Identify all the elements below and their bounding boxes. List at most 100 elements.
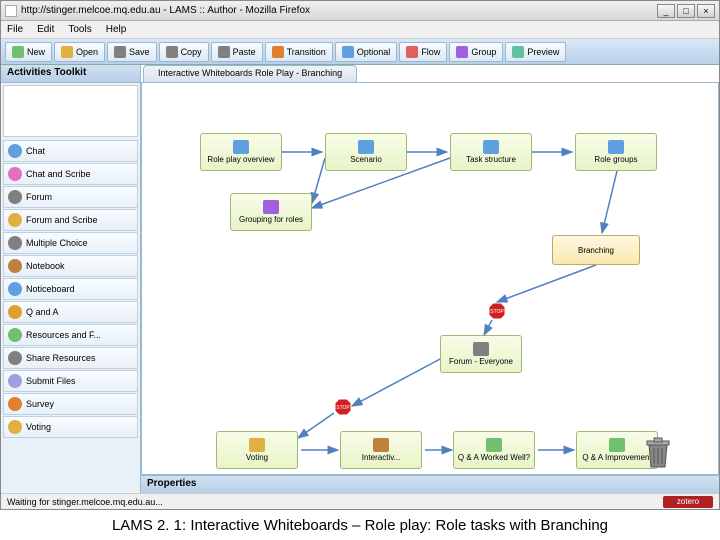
transition-button[interactable]: Transition <box>265 42 333 62</box>
sidebar-item-label: Q and A <box>26 307 59 317</box>
sidebar-item-6[interactable]: Noticeboard <box>3 278 138 300</box>
sidebar-item-7[interactable]: Q and A <box>3 301 138 323</box>
node-voting[interactable]: Voting <box>216 431 298 469</box>
sidebar-item-0[interactable]: Chat <box>3 140 138 162</box>
save-button[interactable]: Save <box>107 42 157 62</box>
properties-panel[interactable]: Properties <box>141 475 719 493</box>
activity-icon <box>8 259 22 273</box>
node-forumall[interactable]: Forum - Everyone <box>440 335 522 373</box>
canvas[interactable]: Role play overview Scenario Task structure… <box>141 82 719 475</box>
open-button[interactable]: Open <box>54 42 105 62</box>
sidebar-item-12[interactable]: Voting <box>3 416 138 438</box>
sidebar-item-label: Noticeboard <box>26 284 75 294</box>
activity-icon <box>8 420 22 434</box>
node-label: Role groups <box>594 155 637 164</box>
node-branching[interactable]: Branching <box>552 235 640 265</box>
activity-icon <box>8 282 22 296</box>
save-icon <box>114 46 126 58</box>
copy-icon <box>166 46 178 58</box>
sidebar-item-label: Forum <box>26 192 52 202</box>
node-icon <box>373 438 389 452</box>
maximize-button[interactable]: □ <box>677 4 695 18</box>
paste-button[interactable]: Paste <box>211 42 263 62</box>
menubar: File Edit Tools Help <box>1 21 719 39</box>
statusbar: Waiting for stinger.melcoe.mq.edu.au... … <box>1 493 719 509</box>
flow-icon <box>406 46 418 58</box>
sidebar-preview <box>3 85 138 137</box>
node-icon <box>358 140 374 154</box>
sidebar-item-label: Chat and Scribe <box>26 169 91 179</box>
minimize-button[interactable]: _ <box>657 4 675 18</box>
sidebar-item-5[interactable]: Notebook <box>3 255 138 277</box>
app-window: http://stinger.melcoe.mq.edu.au - LAMS :… <box>0 0 720 510</box>
node-icon <box>609 438 625 452</box>
menu-tools[interactable]: Tools <box>68 24 91 35</box>
window-title: http://stinger.melcoe.mq.edu.au - LAMS :… <box>21 5 657 16</box>
sidebar-header: Activities Toolkit <box>1 65 140 83</box>
paste-icon <box>218 46 230 58</box>
optional-button[interactable]: Optional <box>335 42 398 62</box>
transition-icon <box>272 46 284 58</box>
sidebar-item-2[interactable]: Forum <box>3 186 138 208</box>
close-button[interactable]: × <box>697 4 715 18</box>
node-icon <box>263 200 279 214</box>
node-label: Role play overview <box>207 155 274 164</box>
preview-icon <box>512 46 524 58</box>
titlebar: http://stinger.melcoe.mq.edu.au - LAMS :… <box>1 1 719 21</box>
trash-icon[interactable] <box>644 437 672 469</box>
menu-edit[interactable]: Edit <box>37 24 54 35</box>
node-label: Task structure <box>466 155 516 164</box>
node-label: Forum - Everyone <box>449 357 513 366</box>
zotero-badge[interactable]: zotero <box>663 496 713 508</box>
menu-file[interactable]: File <box>7 24 23 35</box>
node-scenario[interactable]: Scenario <box>325 133 407 171</box>
canvas-tab[interactable]: Interactive Whiteboards Role Play - Bran… <box>143 65 357 83</box>
status-text: Waiting for stinger.melcoe.mq.edu.au... <box>7 497 163 507</box>
activity-icon <box>8 144 22 158</box>
sidebar-item-4[interactable]: Multiple Choice <box>3 232 138 254</box>
activity-icon <box>8 190 22 204</box>
node-icon <box>486 438 502 452</box>
node-label: Voting <box>246 453 268 462</box>
node-icon <box>608 140 624 154</box>
node-label: Interactiv... <box>362 453 401 462</box>
node-rolegroups[interactable]: Role groups <box>575 133 657 171</box>
node-taskstruct[interactable]: Task structure <box>450 133 532 171</box>
main-row: Activities Toolkit Chat Chat and Scribe Fo… <box>1 65 719 493</box>
sidebar-item-label: Forum and Scribe <box>26 215 98 225</box>
node-qawell[interactable]: Q & A Worked Well? <box>453 431 535 469</box>
node-icon <box>483 140 499 154</box>
node-label: Scenario <box>350 155 382 164</box>
new-icon <box>12 46 24 58</box>
sidebar-item-label: Survey <box>26 399 54 409</box>
sidebar-item-8[interactable]: Resources and F... <box>3 324 138 346</box>
canvas-area: Interactive Whiteboards Role Play - Bran… <box>141 65 719 493</box>
sidebar-item-1[interactable]: Chat and Scribe <box>3 163 138 185</box>
stop-icon[interactable]: STOP <box>334 398 352 416</box>
activity-icon <box>8 167 22 181</box>
sidebar-item-9[interactable]: Share Resources <box>3 347 138 369</box>
preview-button[interactable]: Preview <box>505 42 566 62</box>
stop-icon[interactable]: STOP <box>488 302 506 320</box>
toolbar: New Open Save Copy Paste Transition Opti… <box>1 39 719 65</box>
node-overview[interactable]: Role play overview <box>200 133 282 171</box>
activity-icon <box>8 236 22 250</box>
node-icon <box>473 342 489 356</box>
node-label: Grouping for roles <box>239 215 303 224</box>
optional-icon <box>342 46 354 58</box>
node-label: Q & A Improvement <box>582 453 651 462</box>
svg-text:STOP: STOP <box>336 405 350 411</box>
menu-help[interactable]: Help <box>106 24 127 35</box>
copy-button[interactable]: Copy <box>159 42 209 62</box>
sidebar-item-11[interactable]: Survey <box>3 393 138 415</box>
node-interactiv[interactable]: Interactiv... <box>340 431 422 469</box>
sidebar-item-label: Notebook <box>26 261 65 271</box>
new-button[interactable]: New <box>5 42 52 62</box>
group-button[interactable]: Group <box>449 42 503 62</box>
activity-icon <box>8 374 22 388</box>
svg-text:STOP: STOP <box>490 309 504 315</box>
sidebar-item-3[interactable]: Forum and Scribe <box>3 209 138 231</box>
flow-button[interactable]: Flow <box>399 42 447 62</box>
sidebar-item-10[interactable]: Submit Files <box>3 370 138 392</box>
node-grouping[interactable]: Grouping for roles <box>230 193 312 231</box>
